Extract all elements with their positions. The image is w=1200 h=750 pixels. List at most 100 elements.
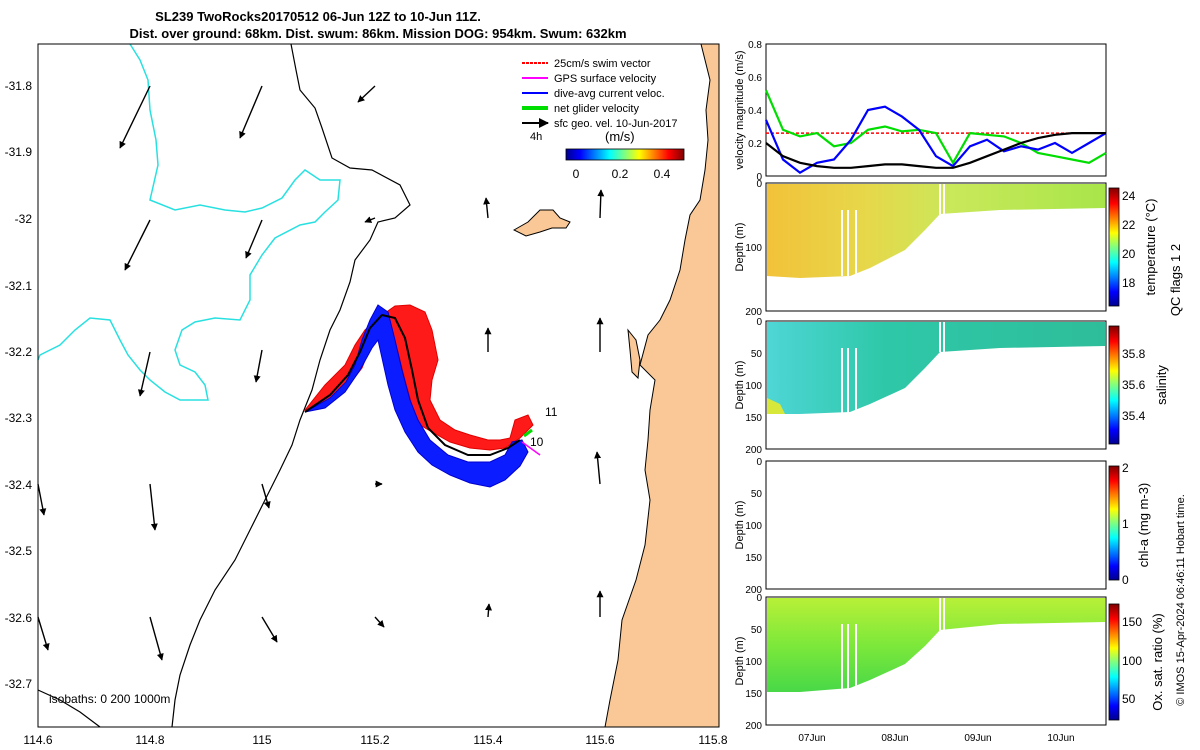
garden-island [627, 328, 641, 380]
sal-cbar-label: salinity [1154, 365, 1169, 405]
geo-arrow [37, 483, 47, 516]
chla-ytick: 100 [745, 521, 762, 532]
velocity-line-net-glider-velocity [764, 89, 1107, 166]
legend-label-dive-avg: dive-avg current veloc. [554, 88, 665, 100]
chla-panel: 2 1 0 chl-a (mg m-3) 0 50 100 150 200 De… [734, 457, 1151, 596]
salinity-section-fill [767, 322, 1105, 414]
geo-arrow [485, 603, 493, 618]
map-xtick: 115.4 [473, 733, 502, 747]
cyan-contour [37, 43, 341, 401]
geo-arrow [137, 351, 151, 397]
time-axis: 07Jun 08Jun 09Jun 10Jun [798, 733, 1074, 744]
temp-ytick: 100 [745, 243, 762, 254]
ox-ytick: 100 [745, 657, 762, 668]
figure-title-line1: SL239 TwoRocks20170512 06-Jun 12Z to 10-… [155, 9, 481, 24]
footer-credit: © IMOS 15-Apr-2024 06:46:11 Hobart time. [1175, 494, 1187, 706]
sal-cbar-tick: 35.8 [1122, 347, 1146, 361]
ox-ytick: 0 [756, 593, 762, 604]
geo-arrow [357, 85, 376, 103]
speed-colorbar [565, 148, 685, 161]
temp-ytick: 0 [756, 179, 762, 190]
chla-cbar-tick: 1 [1122, 517, 1129, 531]
legend-label-net: net glider velocity [554, 103, 639, 115]
time-tick: 10Jun [1047, 733, 1074, 744]
temp-ytick: 200 [745, 307, 762, 318]
sal-ytick: 0 [756, 317, 762, 328]
salinity-colorbar [1108, 325, 1120, 445]
map-ytick: -31.9 [5, 145, 33, 159]
isobaths-label: isobaths: 0 200 1000m [49, 692, 170, 706]
qc-note: QC flags 1 2 [1168, 244, 1183, 316]
sal-ytick: 100 [745, 381, 762, 392]
salinity-panel: 35.8 35.6 35.4 salinity 0 50 100 150 200… [734, 317, 1169, 456]
temperature-panel: 24 22 20 18 temperature (°C) 0 100 200 D… [734, 179, 1158, 318]
figure-title-line2: Dist. over ground: 68km. Dist. swum: 86k… [129, 26, 626, 41]
map-xtick: 115 [252, 733, 271, 747]
chla-ytick: 150 [745, 553, 762, 564]
temp-cbar-tick: 24 [1122, 189, 1136, 203]
map-ytick: -32.6 [5, 611, 33, 625]
sal-cbar-tick: 35.6 [1122, 378, 1146, 392]
geo-arrow [253, 349, 263, 383]
isobath-200m [171, 43, 411, 728]
map-background [38, 44, 719, 727]
temp-cbar-tick: 18 [1122, 276, 1136, 290]
ox-cbar-tick: 50 [1122, 692, 1136, 706]
chla-cbar-tick: 0 [1122, 573, 1129, 587]
time-tick: 08Jun [881, 733, 908, 744]
temp-cbar-label: temperature (°C) [1143, 199, 1158, 296]
map-legend: 25cm/s swim vector GPS surface velocity … [522, 58, 685, 181]
map-xtick: 114.8 [135, 733, 164, 747]
glider-track-path [304, 313, 521, 456]
chla-ytick: 0 [756, 457, 762, 468]
salinity-gaps [841, 322, 945, 414]
chla-frame [765, 460, 1107, 590]
legend-label-geo: sfc geo. vel. 10-Jun-2017 [554, 118, 678, 130]
track-label-10: 10 [530, 435, 544, 449]
time-tick: 09Jun [964, 733, 991, 744]
geo-arrow [124, 219, 151, 271]
vel-ylabel: velocity magnitude (m/s) [734, 50, 746, 169]
geo-arrow [597, 189, 605, 219]
track-label-11: 11 [545, 405, 558, 419]
geo-arrow [149, 483, 158, 531]
map-xtick: 114.6 [23, 733, 52, 747]
temp-ylabel: Depth (m) [734, 223, 746, 272]
map-ytick: -32.1 [5, 279, 33, 293]
velocity-line-surface-geostrophic [765, 132, 1106, 169]
map-frame [37, 43, 720, 728]
sal-cbar-tick: 35.4 [1122, 409, 1146, 423]
velocity-line-dive-avg-current [764, 105, 1107, 175]
sal-ytick: 200 [745, 445, 762, 456]
chla-ylabel: Depth (m) [734, 501, 746, 550]
geo-arrow [149, 616, 164, 661]
geo-arrow [364, 216, 376, 223]
geo-arrow [261, 616, 278, 643]
net-glider-velocity-marker [523, 428, 533, 438]
isobath-1000m [37, 689, 101, 728]
velocity-panel: 0.8 0.6 0.4 0.2 0 velocity magnitude (m/… [734, 40, 1107, 183]
speed-colorbar-tick: 0.2 [612, 167, 629, 181]
chla-ytick: 200 [745, 585, 762, 596]
geostrophic-arrows [37, 85, 605, 661]
vel-ytick: 0.4 [748, 106, 762, 117]
map-xtick: 115.8 [698, 733, 727, 747]
map-ytick: -31.8 [5, 79, 33, 93]
map-ytick: -32.7 [5, 677, 33, 691]
legend-label-swim: 25cm/s swim vector [554, 58, 651, 70]
geo-arrow [261, 483, 271, 509]
speed-colorbar-tick: 0 [573, 167, 580, 181]
speed-scale-label: 4h [530, 131, 542, 143]
temperature-colorbar [1108, 187, 1120, 307]
map-xtick: 115.6 [585, 733, 614, 747]
map-y-ticks: -31.8 -31.9 -32 -32.1 -32.2 -32.3 -32.4 … [5, 79, 33, 691]
temp-cbar-tick: 20 [1122, 247, 1136, 261]
geo-arrow [483, 197, 491, 219]
chla-cbar-label: chl-a (mg m-3) [1136, 483, 1151, 568]
ox-cbar-tick: 150 [1122, 615, 1142, 629]
ox-ylabel: Depth (m) [734, 637, 746, 686]
map-ytick: -32.4 [5, 478, 33, 492]
geo-arrow [119, 85, 151, 149]
ox-ytick: 50 [751, 625, 763, 636]
ox-cbar-tick: 100 [1122, 654, 1142, 668]
